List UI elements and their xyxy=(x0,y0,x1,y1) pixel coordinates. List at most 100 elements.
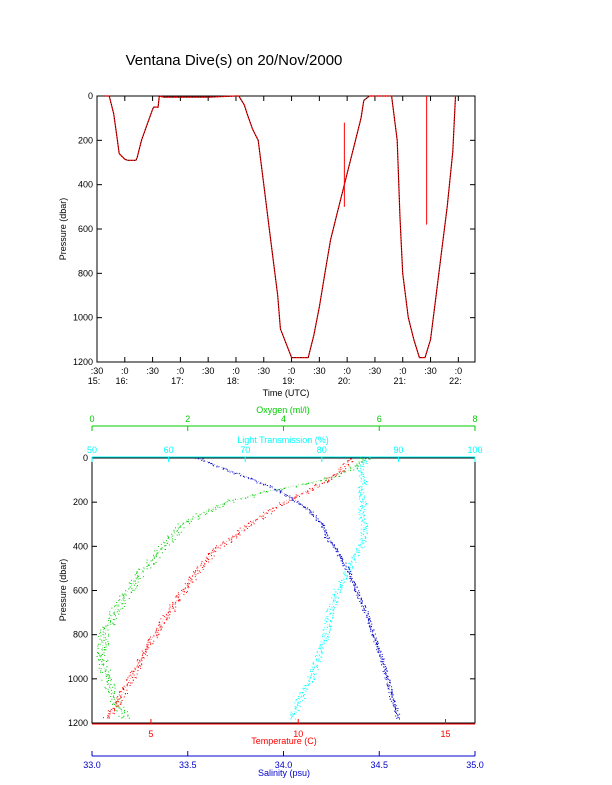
profile-point xyxy=(365,537,367,539)
profile-point xyxy=(295,708,297,710)
profile-point xyxy=(137,575,139,577)
profile-point xyxy=(363,496,365,498)
profile-point xyxy=(98,667,100,669)
profile-point xyxy=(348,464,349,465)
profile-point xyxy=(360,474,362,476)
profile-point xyxy=(313,667,315,669)
profile-point xyxy=(147,640,149,641)
profile-point xyxy=(259,482,261,484)
profile-point xyxy=(328,630,330,632)
profile-point xyxy=(332,610,334,612)
profile-point xyxy=(172,541,174,543)
profile-point xyxy=(298,702,300,704)
profile-point xyxy=(146,565,148,567)
profile-point xyxy=(325,477,327,479)
profile-point xyxy=(350,571,352,572)
profile-point xyxy=(334,607,336,609)
profile-point xyxy=(110,680,112,682)
profile-point xyxy=(173,529,175,531)
profile-point xyxy=(369,457,371,459)
profile-point xyxy=(341,586,343,588)
profile-point xyxy=(395,708,397,709)
profile-point xyxy=(283,502,285,504)
profile-point xyxy=(199,571,201,573)
profile-point xyxy=(141,660,143,662)
profile-point xyxy=(191,518,193,520)
profile-point xyxy=(137,575,139,577)
profile-point xyxy=(156,634,157,636)
profile-point xyxy=(295,486,297,488)
profile-point xyxy=(349,567,351,569)
profile-point xyxy=(313,673,315,675)
profile-point xyxy=(347,571,349,572)
y-tick-label: 0 xyxy=(83,453,88,463)
salinity-axis-label: Salinity (psu) xyxy=(258,768,310,778)
profile-point xyxy=(126,689,128,691)
profile-point xyxy=(370,631,372,633)
profile-point xyxy=(352,567,354,569)
profile-point xyxy=(107,717,109,719)
profile-point xyxy=(371,634,373,636)
profile-point xyxy=(360,471,362,473)
profile-point xyxy=(134,667,136,669)
profile-point xyxy=(108,680,109,681)
profile-point xyxy=(182,523,184,525)
profile-point xyxy=(114,685,116,687)
profile-point xyxy=(134,580,136,582)
profile-point xyxy=(242,476,244,477)
profile-point xyxy=(358,590,360,592)
profile-point xyxy=(284,494,286,496)
salinity-tick-label: 33.5 xyxy=(179,760,197,770)
profile-point xyxy=(105,633,107,635)
profile-point xyxy=(327,636,328,638)
profile-point xyxy=(142,571,144,573)
profile-point xyxy=(324,480,326,482)
profile-point xyxy=(179,600,181,602)
profile-point xyxy=(105,670,107,672)
profile-point xyxy=(174,539,176,540)
profile-point xyxy=(100,635,102,637)
profile-point xyxy=(358,508,360,510)
profile-point xyxy=(304,687,306,689)
temperature-axis-label: Temperature (C) xyxy=(251,736,317,746)
profile-point xyxy=(227,470,229,472)
profile-point xyxy=(334,593,335,595)
profile-point xyxy=(313,515,314,517)
profile-point xyxy=(351,461,353,463)
profile-point xyxy=(332,546,334,548)
profile-point xyxy=(363,474,364,476)
profile-point xyxy=(108,713,110,715)
light-tick-label: 60 xyxy=(164,445,174,455)
profile-point xyxy=(110,709,112,711)
profile-point xyxy=(132,670,134,672)
profile-point xyxy=(211,555,212,557)
profile-point xyxy=(310,675,312,676)
profile-point xyxy=(110,684,112,685)
profile-point xyxy=(356,594,358,596)
profile-point xyxy=(342,559,344,561)
profile-point xyxy=(346,578,348,580)
profile-point xyxy=(177,523,179,525)
x-tick-minute-label: :0 xyxy=(455,366,463,376)
profile-point xyxy=(250,520,252,522)
profile-point xyxy=(365,503,367,505)
temperature-tick-label: 5 xyxy=(148,729,153,739)
profile-point xyxy=(391,693,393,695)
profile-point xyxy=(169,606,171,608)
profile-point xyxy=(324,537,325,539)
profile-point xyxy=(316,515,317,517)
profile-point xyxy=(108,671,110,673)
profile-point xyxy=(121,603,123,605)
profile-point xyxy=(142,653,144,655)
profile-point xyxy=(135,577,137,579)
profile-point xyxy=(289,497,291,499)
profile-point xyxy=(255,520,257,522)
profile-point xyxy=(391,700,393,702)
profile-point xyxy=(335,597,337,599)
profile-point xyxy=(235,534,237,536)
profile-point xyxy=(364,605,366,607)
profile-point xyxy=(144,648,146,650)
profile-point xyxy=(313,514,315,516)
profile-point xyxy=(187,583,189,585)
profile-point xyxy=(387,676,389,678)
